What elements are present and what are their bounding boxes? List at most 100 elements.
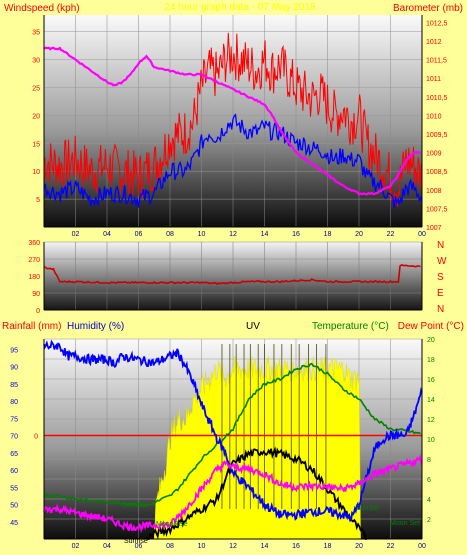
- wind-x-tick-label: 04: [103, 231, 111, 238]
- windspeed-tick-label: 10: [32, 169, 40, 176]
- direction-tick-label: 270: [28, 257, 40, 264]
- barometer-tick-label: 1007,5: [426, 206, 448, 213]
- temp-axes: 02 04 06 08 10 12 14 16 18 20 22 004550556065707580…: [10, 337, 435, 550]
- compass-label-n-bottom: N: [437, 304, 444, 315]
- barometer-tick-label: 1010,5: [426, 95, 448, 102]
- barometer-line: [43, 46, 421, 196]
- wind-series: [43, 32, 423, 209]
- temp-x-tick-label: 22: [387, 543, 395, 550]
- temperature-tick-label: 2: [427, 517, 431, 524]
- dewpoint-line: [43, 453, 423, 534]
- temperature-tick-label: 10: [427, 437, 435, 444]
- rainfall-tick-label: 0: [34, 434, 38, 441]
- temperature-tick-label: 8: [427, 457, 431, 464]
- sunset-temp-annotation: SunSet: [356, 505, 379, 512]
- rainfall-axis-label: Rainfall (mm): [2, 321, 61, 332]
- wind-x-tick-label: 02: [72, 231, 80, 238]
- temp-x-tick-label: 02: [72, 543, 80, 550]
- temp-x-tick-label: 06: [135, 543, 143, 550]
- uv-axis-label: UV: [246, 321, 260, 332]
- wind-gust-line: [43, 32, 423, 207]
- windspeed-tick-label: 25: [32, 86, 40, 93]
- barometer-tick-label: 1012,5: [426, 20, 448, 27]
- wind-x-tick-label: 14: [261, 231, 269, 238]
- temperature-tick-label: 14: [427, 397, 435, 404]
- humidity-tick-label: 80: [10, 399, 18, 406]
- wind-x-tick-label: 06: [135, 231, 143, 238]
- temperature-tick-label: 20: [427, 337, 435, 344]
- windspeed-tick-label: 5: [36, 197, 40, 204]
- temp-x-tick-label: 10: [198, 543, 206, 550]
- moonrise-annotation: MoonRise: [156, 521, 188, 528]
- temp-x-tick-label: 04: [103, 543, 111, 550]
- humidity-tick-label: 50: [10, 503, 18, 510]
- windspeed-tick-label: 15: [32, 141, 40, 148]
- barometer-tick-label: 1007: [426, 225, 442, 232]
- humidity-tick-label: 45: [10, 520, 18, 527]
- compass-label-e: E: [437, 288, 444, 299]
- compass-label-w: W: [437, 256, 447, 267]
- windspeed-tick-label: 20: [32, 113, 40, 120]
- temperature-tick-label: 16: [427, 377, 435, 384]
- wind-x-tick-label: 18: [324, 231, 332, 238]
- sunrise-temp-annotation: Sunrise: [122, 502, 146, 509]
- windspeed-tick-label: 35: [32, 30, 40, 37]
- temperature-tick-label: 12: [427, 417, 435, 424]
- direction-tick-label: 0: [36, 308, 40, 315]
- wind-axes: 02 04 06 08 10 12 14 16 18 20 22 005101520253035100…: [32, 15, 448, 238]
- wind-x-tick-label: 12: [229, 231, 237, 238]
- uv-area: [154, 355, 361, 540]
- temp-x-tick-label: 14: [261, 543, 269, 550]
- humidity-tick-label: 70: [10, 434, 18, 441]
- wind-x-tick-label: 10: [198, 231, 206, 238]
- wind-x-tick-label: 08: [166, 231, 174, 238]
- humidity-tick-label: 90: [10, 365, 18, 372]
- chart-title: 24 hour graph data - 07 May 2018: [164, 2, 316, 13]
- humidity-tick-label: 60: [10, 468, 18, 475]
- compass-label-s: S: [437, 272, 444, 283]
- windspeed-axis-label: Windspeed (kph): [4, 3, 80, 14]
- humidity-line: [43, 339, 423, 523]
- direction-tick-label: 180: [28, 274, 40, 281]
- humidity-tick-label: 85: [10, 382, 18, 389]
- wind-x-tick-label: 00: [418, 231, 426, 238]
- temp-x-tick-label: 16: [292, 543, 300, 550]
- barometer-tick-label: 1009,5: [426, 132, 448, 139]
- wind-x-tick-label: 20: [355, 231, 363, 238]
- direction-series: [43, 264, 421, 286]
- humidity-axis-label: Humidity (%): [67, 321, 124, 332]
- temperature-axis-label: Temperature (°C): [312, 321, 389, 332]
- temp-x-tick-label: 20: [355, 543, 363, 550]
- wind-x-tick-label: 22: [387, 231, 395, 238]
- temp-x-tick-label: 18: [324, 543, 332, 550]
- barometer-tick-label: 1008,5: [426, 169, 448, 176]
- temp-series: [43, 339, 423, 540]
- temperature-tick-label: 4: [427, 497, 431, 504]
- dewpoint-axis-label: Dew Point (°C): [398, 321, 464, 332]
- sunrise-annotation: Sunrise: [124, 538, 148, 545]
- wind-direction-line: [43, 264, 421, 286]
- barometer-axis-label: Barometer (mb): [393, 3, 463, 14]
- barometer-tick-label: 1011: [426, 76, 441, 83]
- temp-x-tick-label: 00: [418, 543, 426, 550]
- wind-average-line: [43, 113, 423, 209]
- barometer-tick-label: 1009: [426, 151, 442, 158]
- temp-x-tick-label: 12: [229, 543, 237, 550]
- humidity-tick-label: 55: [10, 485, 18, 492]
- direction-axes: 0 90 180 270 360: [28, 240, 423, 315]
- barometer-tick-label: 1008: [426, 188, 442, 195]
- temperature-tick-label: 18: [427, 357, 435, 364]
- windspeed-tick-label: 30: [32, 58, 40, 65]
- humidity-tick-label: 95: [10, 347, 18, 354]
- barometer-tick-label: 1010: [426, 113, 442, 120]
- barometer-tick-label: 1012: [426, 39, 442, 46]
- direction-tick-label: 90: [32, 291, 40, 298]
- compass-label-n-top: N: [437, 240, 444, 251]
- moonset-annotation: Moon Set: [390, 520, 420, 527]
- wind-x-tick-label: 16: [292, 231, 300, 238]
- humidity-tick-label: 65: [10, 451, 18, 458]
- direction-tick-label: 360: [28, 240, 40, 247]
- temperature-line: [43, 362, 421, 507]
